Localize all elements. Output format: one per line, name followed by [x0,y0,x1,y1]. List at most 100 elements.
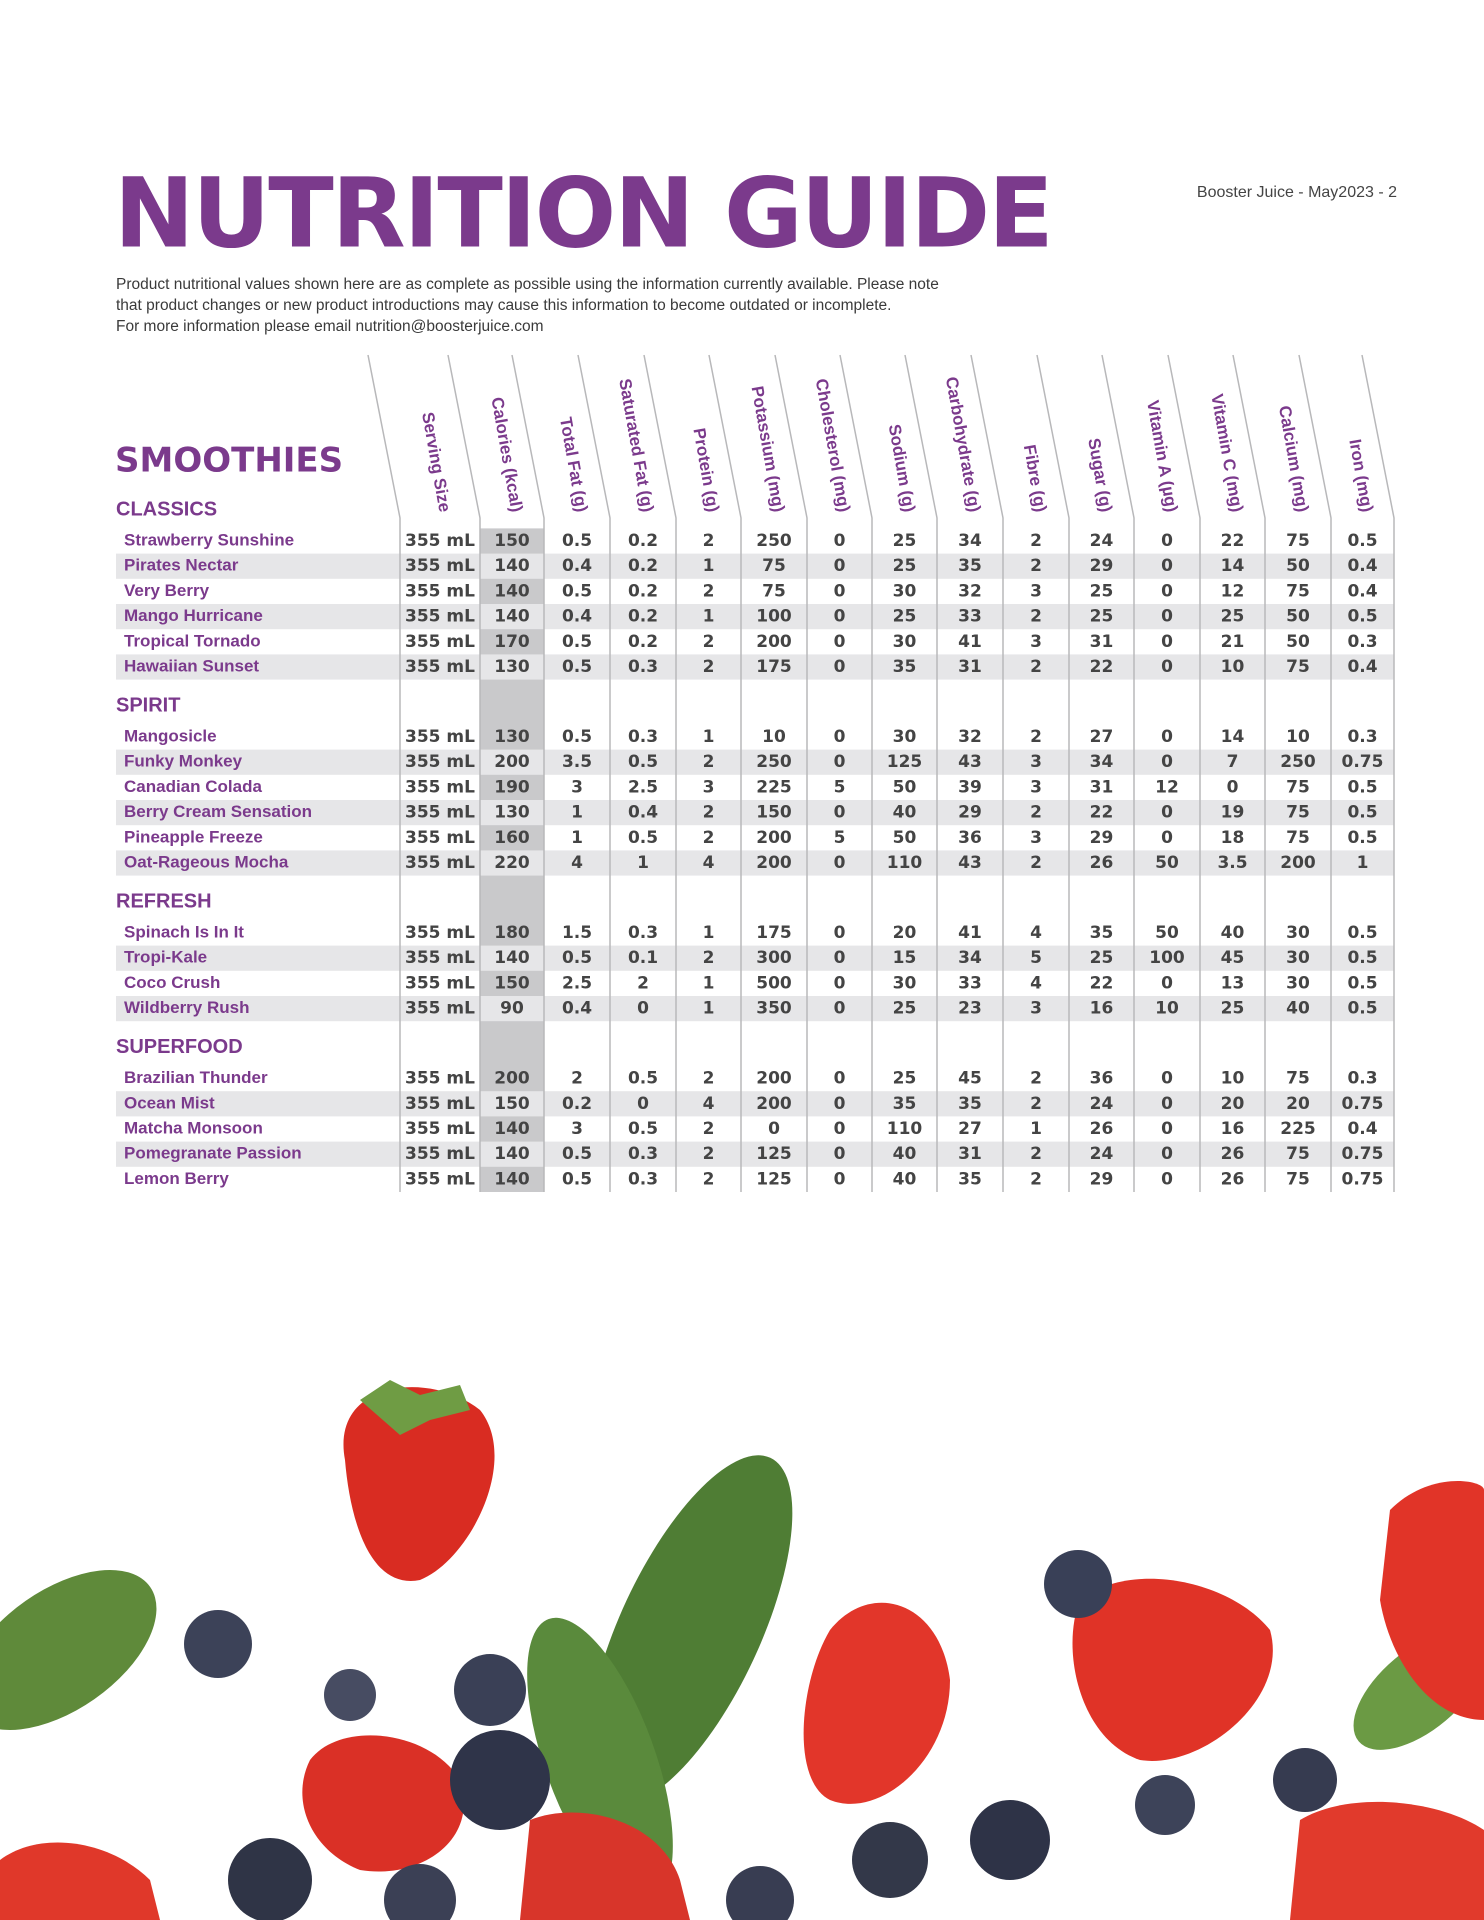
cell-value: 0 [834,1069,846,1089]
cell-value: 40 [1286,999,1310,1019]
cell-value: 300 [756,948,792,968]
cell-value: 50 [1155,923,1179,943]
cell-value: 0 [1161,1119,1173,1139]
cell-value: 0 [834,581,846,601]
cell-value: 0.5 [1347,607,1377,627]
cell-value: 140 [494,556,530,576]
cell-value: 5 [834,777,846,797]
cell-value: 0.75 [1342,1094,1384,1114]
cell-value: 2 [703,581,715,601]
cell-value: 41 [958,923,982,943]
cell-value: 45 [1221,948,1245,968]
cell-value: 14 [1221,556,1245,576]
cell-value: 75 [1286,1169,1310,1189]
cell-value: 2 [703,531,715,551]
product-name: Mangosicle [124,726,217,745]
cell-value: 27 [1090,727,1114,747]
cell-value: 0.5 [628,1119,658,1139]
cell-value: 3 [1030,777,1042,797]
product-name: Berry Cream Sensation [124,802,312,821]
cell-value: 225 [756,777,792,797]
cell-value: 500 [756,973,792,993]
cell-value: 30 [1286,948,1310,968]
cell-value: 355 mL [405,1144,475,1164]
cell-value: 2 [637,973,649,993]
page-meta: Booster Juice - May2023 - 2 [1197,184,1397,201]
cell-value: 25 [893,1069,917,1089]
cell-value: 75 [762,556,786,576]
cell-value: 50 [1286,632,1310,652]
cell-value: 2 [1030,1144,1042,1164]
cell-value: 0 [834,1169,846,1189]
group-label: SUPERFOOD [116,1036,243,1058]
cell-value: 22 [1090,803,1114,823]
cell-value: 25 [1090,581,1114,601]
cell-value: 355 mL [405,632,475,652]
cell-value: 355 mL [405,581,475,601]
product-name: Mango Hurricane [124,606,263,625]
cell-value: 0 [834,999,846,1019]
cell-value: 1 [703,999,715,1019]
cell-value: 31 [1090,632,1114,652]
cell-value: 30 [1286,923,1310,943]
cell-value: 150 [494,531,530,551]
cell-value: 12 [1221,581,1245,601]
cell-value: 1 [637,853,649,873]
product-name: Lemon Berry [124,1169,229,1188]
cell-value: 110 [887,853,923,873]
column-header: Iron (mg) [1345,438,1377,514]
cell-value: 50 [1155,853,1179,873]
cell-value: 1.5 [562,923,592,943]
product-name: Coco Crush [124,973,220,992]
section-title: SMOOTHIES [115,441,343,481]
cell-value: 2 [1030,531,1042,551]
cell-value: 30 [893,581,917,601]
cell-value: 190 [494,777,530,797]
cell-value: 1 [1357,853,1369,873]
cell-value: 0.5 [628,828,658,848]
cell-value: 180 [494,923,530,943]
cell-value: 90 [500,999,524,1019]
product-name: Hawaiian Sunset [124,656,259,675]
cell-value: 200 [756,1069,792,1089]
cell-value: 0.5 [1347,973,1377,993]
cell-value: 2 [703,803,715,823]
cell-value: 0.5 [1347,828,1377,848]
cell-value: 1 [703,973,715,993]
cell-value: 355 mL [405,828,475,848]
cell-value: 0.1 [628,948,658,968]
cell-value: 200 [756,828,792,848]
column-header: Vitamin C (mg) [1207,392,1246,513]
product-name: Funky Monkey [124,752,243,771]
cell-value: 0 [1161,727,1173,747]
cell-value: 0.5 [1347,803,1377,823]
cell-value: 1 [703,607,715,627]
cell-value: 40 [893,803,917,823]
cell-value: 2 [1030,1169,1042,1189]
cell-value: 0.5 [1347,923,1377,943]
cell-value: 2 [1030,1094,1042,1114]
cell-value: 30 [893,727,917,747]
group-label: SPIRIT [116,694,180,716]
column-header: Cholesterol (mg) [812,377,854,513]
cell-value: 355 mL [405,853,475,873]
product-name: Strawberry Sunshine [124,530,294,549]
cell-value: 25 [893,531,917,551]
cell-value: 33 [958,973,982,993]
cell-value: 200 [756,853,792,873]
cell-value: 34 [958,948,982,968]
cell-value: 355 mL [405,803,475,823]
cell-value: 32 [958,727,982,747]
cell-value: 12 [1155,777,1179,797]
cell-value: 150 [494,1094,530,1114]
cell-value: 355 mL [405,752,475,772]
column-header: Saturated Fat (g) [615,377,657,513]
cell-value: 26 [1090,1119,1114,1139]
cell-value: 10 [1221,657,1245,677]
cell-value: 35 [893,1094,917,1114]
product-name: Wildberry Rush [124,998,249,1017]
cell-value: 43 [958,752,982,772]
cell-value: 0.75 [1342,1169,1384,1189]
cell-value: 10 [1155,999,1179,1019]
cell-value: 14 [1221,727,1245,747]
